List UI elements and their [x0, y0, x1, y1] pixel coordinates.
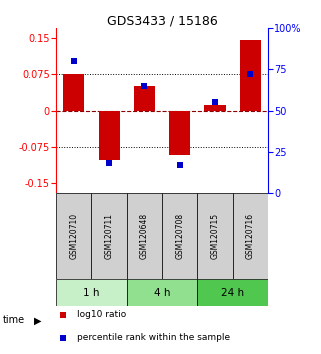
Text: GSM120710: GSM120710 [69, 213, 78, 259]
Text: ▶: ▶ [34, 315, 41, 325]
Text: time: time [3, 315, 25, 325]
Bar [197, 193, 233, 279]
Bar [56, 279, 127, 306]
Bar [56, 193, 91, 279]
Bar [233, 193, 268, 279]
Text: GSM120711: GSM120711 [105, 213, 114, 259]
Text: 4 h: 4 h [154, 287, 170, 298]
Bar [63, 74, 84, 111]
Text: log10 ratio: log10 ratio [77, 310, 126, 319]
Bar [127, 279, 197, 306]
Bar [240, 40, 261, 111]
Text: 1 h: 1 h [83, 287, 100, 298]
Text: 24 h: 24 h [221, 287, 244, 298]
Bar [162, 193, 197, 279]
Bar [134, 86, 155, 111]
Bar [197, 279, 268, 306]
Bar [99, 111, 120, 160]
Text: GSM120715: GSM120715 [211, 213, 220, 259]
Bar [204, 105, 226, 111]
Text: GSM120708: GSM120708 [175, 213, 184, 259]
Text: GSM120648: GSM120648 [140, 213, 149, 259]
Text: percentile rank within the sample: percentile rank within the sample [77, 333, 230, 342]
Text: GSM120716: GSM120716 [246, 213, 255, 259]
Title: GDS3433 / 15186: GDS3433 / 15186 [107, 14, 218, 27]
Bar [127, 193, 162, 279]
Bar [169, 111, 190, 155]
Bar [91, 193, 127, 279]
